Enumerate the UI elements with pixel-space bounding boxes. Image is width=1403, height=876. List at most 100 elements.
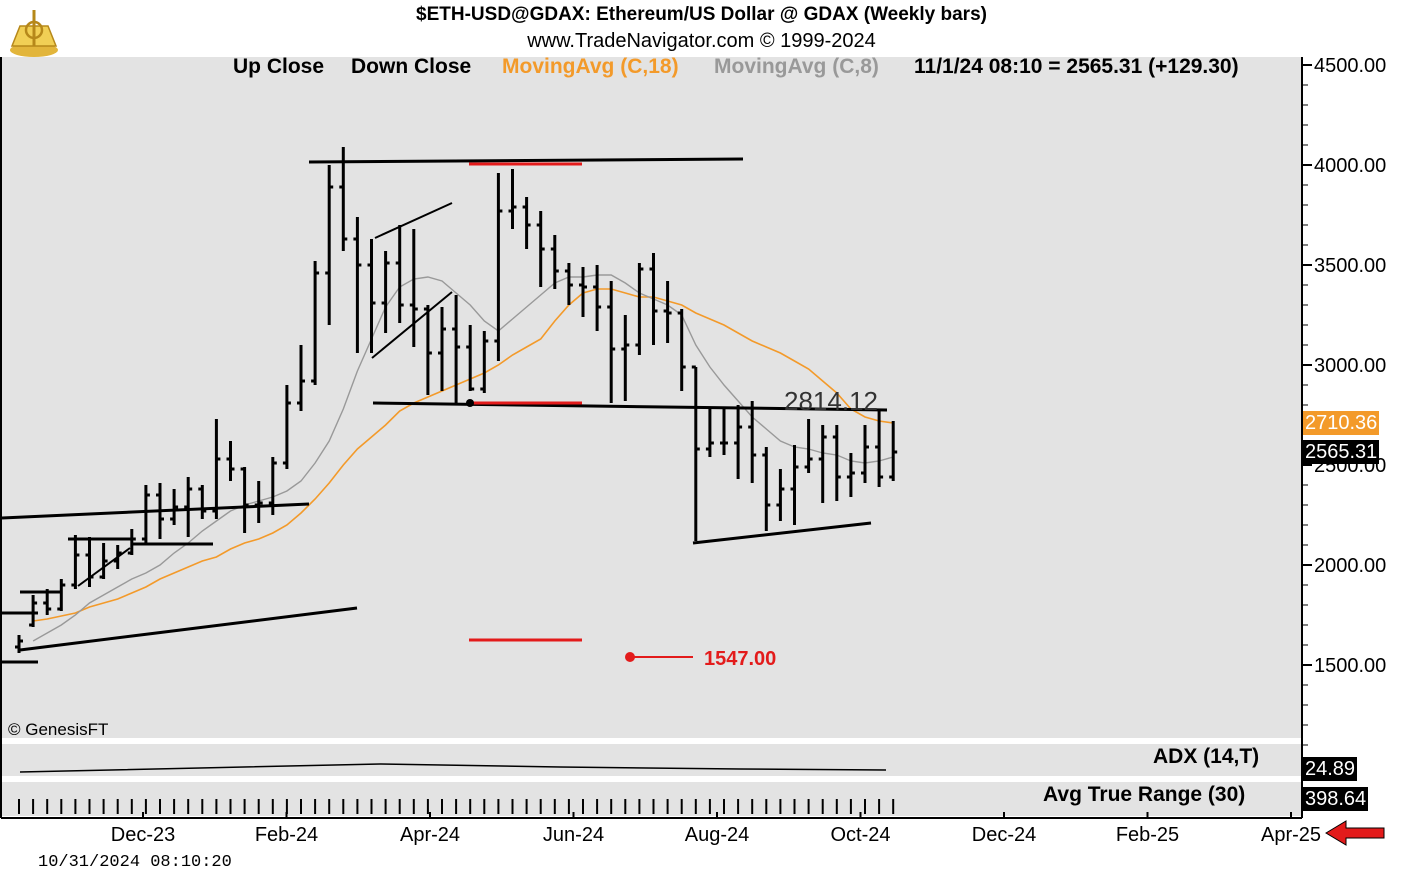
last-price-tag: 2565.31 [1303, 440, 1380, 464]
y-tick-label: 2000.00 [1314, 555, 1386, 577]
price-bar [508, 169, 517, 229]
price-bar [339, 147, 348, 251]
ma8-line-group [32, 274, 894, 642]
price-bar [705, 409, 714, 457]
price-bar [804, 419, 813, 473]
atr-panel-bg [2, 782, 1302, 816]
x-tick-label: Feb-25 [1116, 824, 1179, 846]
x-tick-label: Feb-24 [255, 824, 318, 846]
ma18-line-group [32, 288, 894, 622]
price-bar [113, 545, 122, 569]
price-bar [409, 229, 418, 347]
price-bar [226, 441, 235, 481]
price-bar [677, 309, 686, 391]
price-bar [734, 405, 743, 479]
watermark: © GenesisFT [8, 720, 109, 739]
price-bar [15, 635, 23, 653]
price-bar [170, 489, 179, 525]
price-bar [832, 425, 841, 501]
atr-histogram [18, 799, 895, 814]
price-bars [15, 147, 898, 653]
price-bar [395, 225, 404, 323]
price-bar [198, 485, 207, 519]
legend-ma18: MovingAvg (C,18) [502, 55, 679, 78]
adx-value-tag: 24.89 [1303, 757, 1358, 781]
price-bar [423, 305, 432, 395]
y-tick-label: 3500.00 [1314, 255, 1386, 277]
price-bar [367, 239, 376, 353]
x-tick-label: Oct-24 [830, 824, 890, 846]
chart-subtitle: www.TradeNavigator.com © 1999-2024 [527, 30, 876, 52]
trendline-neckline [372, 401, 888, 412]
y-tick-label: 4000.00 [1314, 155, 1386, 177]
y-tick-label: 3000.00 [1314, 355, 1386, 377]
price-bar [381, 251, 390, 333]
price-bar [691, 365, 700, 541]
atr-value-tag: 398.64 [1303, 787, 1369, 811]
red-arrow-icon[interactable] [1325, 820, 1385, 846]
price-bar [254, 481, 263, 523]
price-bar [240, 467, 249, 533]
price-bar [649, 253, 658, 345]
price-bar [325, 165, 334, 325]
price-bar [579, 267, 587, 317]
price-bar [127, 529, 136, 555]
price-bar [564, 263, 573, 305]
price-bar [268, 457, 277, 515]
adx-line [19, 763, 887, 773]
price-bar [635, 263, 644, 355]
y-axis-ticks: 4500.004000.003500.003000.002500.002000.… [1302, 55, 1386, 766]
price-bar [846, 453, 855, 497]
price-bar [861, 425, 869, 483]
price-bar [762, 447, 771, 531]
price-bar [71, 535, 80, 589]
price-bar [790, 445, 799, 525]
target-label: 1547.00 [704, 648, 776, 670]
trendline-range-low [692, 521, 872, 545]
x-tick-label: Apr-25 [1261, 824, 1321, 846]
price-bar [141, 485, 150, 543]
ma8-line [32, 274, 894, 642]
price-bar [875, 411, 884, 487]
price-bar [494, 173, 503, 361]
price-bar [776, 469, 785, 521]
ma18-price-tag: 2710.36 [1303, 411, 1380, 435]
x-tick-label: Jun-24 [543, 824, 604, 846]
y-tick-label: 4500.00 [1314, 55, 1386, 77]
price-bar [43, 589, 52, 615]
price-bar [353, 217, 362, 353]
trendline-left-lower [19, 606, 358, 652]
price-bar [550, 235, 559, 289]
price-bar [156, 483, 164, 539]
price-bar [212, 419, 221, 519]
price-bar [621, 315, 630, 401]
trade-navigator-logo-icon [6, 6, 62, 62]
price-bar [889, 421, 898, 481]
ma18-line [32, 288, 894, 622]
price-bar [607, 281, 616, 403]
price-bar [438, 307, 446, 391]
price-bar [480, 331, 489, 393]
atr-label: Avg True Range (30) [1043, 783, 1246, 806]
neckline-dot [466, 399, 474, 407]
price-bar [663, 281, 672, 343]
price-bar [57, 579, 66, 611]
price-bar [282, 385, 291, 469]
adx-label: ADX (14,T) [1153, 745, 1260, 768]
trendlines [1, 157, 888, 664]
y-tick-label: 1500.00 [1314, 655, 1386, 677]
price-bar [297, 345, 305, 411]
x-tick-label: Dec-24 [972, 824, 1036, 846]
price-bar [99, 543, 108, 579]
x-axis-ticks: Dec-23 Feb-24 Apr-24 Jun-24 Aug-24 Oct-24 Dec-… [111, 812, 1321, 846]
price-bar [452, 295, 461, 403]
price-bar [184, 477, 193, 537]
chart-title: $ETH-USD@GDAX: Ethereum/US Dollar @ GDAX… [416, 4, 987, 25]
legend-down-close: Down Close [351, 55, 472, 78]
x-tick-label: Apr-24 [400, 824, 460, 846]
level-label: 2814.12 [784, 386, 878, 416]
x-tick-label: Dec-23 [111, 824, 175, 846]
trendline-channel-bottom [371, 291, 453, 359]
legend-last-value: 11/1/24 08:10 = 2565.31 (+129.30) [914, 55, 1239, 78]
